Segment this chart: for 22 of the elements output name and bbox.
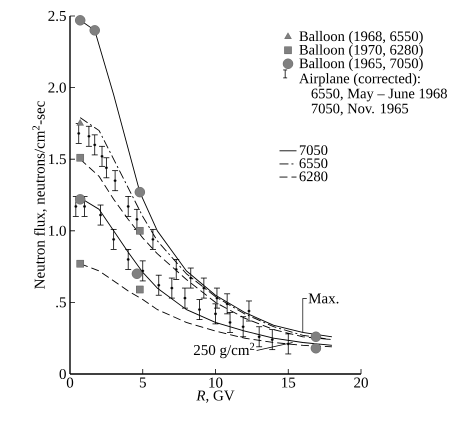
legend-label: 6280 [300,171,328,182]
y-tick-label: 1.0 [49,226,66,236]
legend-label: Balloon (1965, 7050) [299,58,423,72]
annotation: 250 g/cm$^{2}$ [194,342,254,358]
y-tick-label: .5 [56,297,66,308]
x-tick-label: 20 [354,378,368,388]
annotation: Max. [308,293,338,304]
y-tick-label: 0 [60,368,66,380]
x-tick-label: 15 [282,378,296,388]
y-tick-label: 1.5 [49,154,66,164]
x-axis-title: R, GV [196,390,234,403]
legend-label: Airplane (corrected): 6550, May – June 1968 7050, Nov. 1965 [299,73,447,116]
legend-label: Balloon (1970, 6280) [299,44,423,58]
legend-label: Balloon (1968, 6550) [299,30,423,44]
x-tick-label: 5 [140,378,146,388]
y-tick-label: 2.5 [48,10,66,22]
x-tick-label: 0 [66,378,74,388]
x-tick-label: 10 [209,378,222,388]
y-axis-title: Neutron flux, neutrons/cm$^{2}$-sec [32,101,47,289]
y-tick-label: 2.0 [48,82,66,93]
legend-label: 7050 [300,145,328,156]
legend-label: 6550 [300,158,328,168]
